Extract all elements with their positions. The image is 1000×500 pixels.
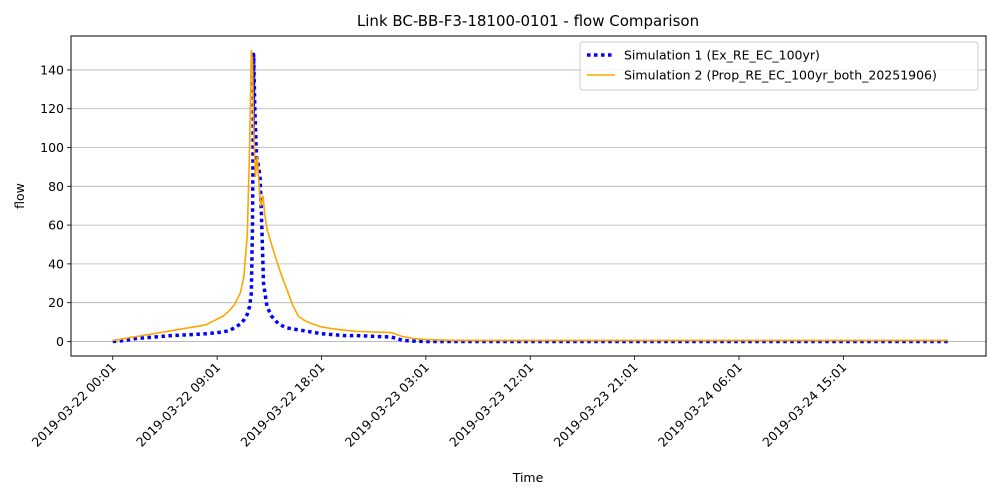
legend-label-2: Simulation 2 (Prop_RE_EC_100yr_both_2025… [624, 68, 937, 83]
y-tick-label: 100 [40, 140, 64, 155]
y-tick-label: 0 [56, 334, 64, 349]
legend-label-1: Simulation 1 (Ex_RE_EC_100yr) [624, 48, 820, 63]
x-axis-label: Time [512, 470, 544, 485]
y-axis: 0 20 40 60 80 100 120 140 [40, 62, 71, 349]
series-layer [112, 49, 948, 344]
y-tick-label: 120 [40, 101, 64, 116]
grid-lines [71, 69, 986, 342]
series-line-1 [112, 52, 948, 344]
plot-frame [70, 35, 987, 357]
y-axis-label: flow [12, 183, 27, 209]
y-tick-label: 20 [48, 295, 64, 310]
chart-title: Link BC-BB-F3-18100-0101 - flow Comparis… [357, 12, 699, 30]
y-tick-label: 140 [40, 62, 64, 77]
legend: Simulation 1 (Ex_RE_EC_100yr) Simulation … [579, 41, 979, 91]
y-tick-label: 80 [48, 179, 64, 194]
y-tick-label: 60 [48, 218, 64, 233]
series-line-2 [112, 49, 948, 342]
legend-box [579, 41, 979, 91]
y-tick-label: 40 [48, 256, 64, 271]
